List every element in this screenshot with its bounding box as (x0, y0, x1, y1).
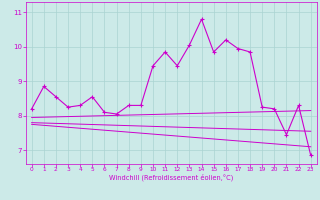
X-axis label: Windchill (Refroidissement éolien,°C): Windchill (Refroidissement éolien,°C) (109, 174, 233, 181)
